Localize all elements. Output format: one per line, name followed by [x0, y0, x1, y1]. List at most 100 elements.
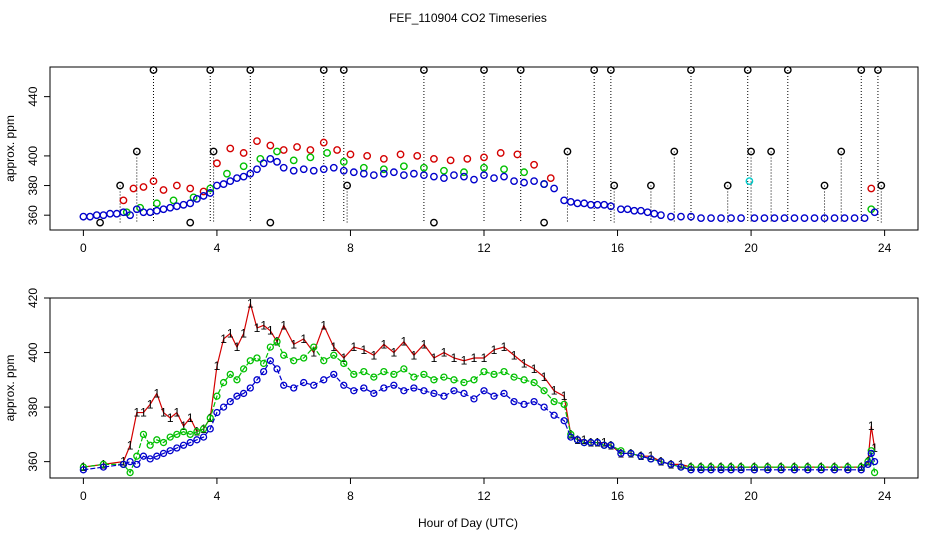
series-marker-1: 1 [491, 343, 498, 357]
data-point-black [343, 181, 352, 190]
series-marker-3 [253, 376, 261, 384]
data-point-black [319, 66, 328, 74]
data-point-black [687, 66, 695, 74]
data-point-green [500, 165, 508, 174]
series-marker-3 [687, 466, 695, 474]
data-point-blue [623, 205, 632, 214]
series-marker-1: 1 [140, 406, 147, 420]
data-point-blue [760, 214, 769, 223]
series-marker-2 [153, 436, 161, 444]
series-marker-3 [166, 447, 174, 455]
series-marker-3 [617, 449, 625, 458]
series-marker-3 [310, 381, 318, 389]
data-point-blue [409, 169, 418, 178]
data-point-black [723, 181, 732, 190]
series-marker-1: 1 [340, 351, 347, 365]
series-marker-2 [530, 378, 538, 387]
series-marker-2 [340, 359, 348, 368]
series-marker-1: 1 [240, 326, 247, 340]
data-point-blue [186, 199, 195, 208]
series-marker-3 [320, 376, 328, 384]
series-marker-2 [126, 468, 134, 477]
data-point-red [279, 146, 288, 154]
series-marker-3 [864, 460, 872, 469]
data-point-green [323, 149, 331, 157]
data-point-green [460, 168, 468, 177]
series-marker-3 [560, 417, 568, 425]
series-marker-2 [219, 378, 228, 387]
data-point-blue [146, 208, 155, 217]
series-marker-1: 1 [431, 351, 438, 365]
series-marker-2 [246, 357, 254, 365]
data-point-red [496, 149, 505, 157]
data-point-black [874, 66, 882, 74]
data-point-blue [810, 214, 819, 223]
series-marker-2 [239, 365, 248, 373]
series-marker-1: 1 [481, 351, 488, 365]
series-marker-3 [206, 425, 214, 433]
data-point-blue [369, 171, 378, 180]
data-point-black [209, 147, 218, 156]
data-point-green [206, 184, 215, 193]
series-marker-3 [273, 365, 281, 373]
series-marker-3 [350, 387, 358, 395]
data-point-black [430, 218, 438, 227]
data-point-blue [299, 165, 308, 174]
series-marker-2 [290, 357, 298, 365]
data-point-blue [126, 211, 135, 220]
data-point-black [606, 66, 615, 74]
series-marker-3 [510, 397, 518, 406]
data-point-green [420, 163, 428, 172]
series-marker-3 [390, 381, 398, 389]
series-marker-3 [857, 466, 865, 474]
data-point-blue [600, 200, 609, 209]
data-point-blue [273, 157, 281, 166]
data-point-blue [159, 205, 168, 214]
x-tick-label: 12 [477, 489, 491, 503]
series-marker-2 [727, 463, 735, 471]
data-point-blue [172, 202, 181, 211]
series-marker-3 [246, 384, 254, 392]
series-marker-2 [226, 370, 234, 379]
data-point-blue [199, 192, 208, 200]
y-tick-label: 400 [26, 342, 40, 362]
series-marker-1: 1 [561, 389, 568, 403]
series-marker-3 [119, 460, 128, 469]
series-marker-3 [540, 403, 548, 411]
series-marker-3 [657, 457, 665, 466]
series-marker-1: 1 [658, 455, 665, 469]
series-marker-3 [587, 438, 595, 447]
data-point-green [306, 153, 315, 162]
data-point-green [520, 168, 528, 177]
data-point-blue [239, 172, 248, 181]
series-marker-2 [300, 354, 308, 362]
series-marker-3 [239, 389, 248, 398]
series-marker-1: 1 [871, 441, 878, 455]
series-marker-1: 1 [247, 296, 254, 310]
series-marker-2 [370, 373, 378, 381]
series-marker-3 [420, 387, 428, 395]
data-point-blue [560, 196, 569, 205]
data-point-black [837, 147, 846, 156]
data-point-red [546, 174, 555, 183]
series-marker-1: 1 [267, 324, 274, 338]
series-marker-1: 1 [160, 406, 167, 420]
data-point-blue [440, 174, 448, 183]
data-point-blue [399, 171, 408, 180]
data-point-blue [329, 163, 338, 172]
data-point-blue [349, 168, 358, 177]
data-point-black [563, 147, 572, 156]
series-marker-3 [870, 457, 879, 466]
series-marker-3 [440, 392, 448, 400]
series-marker-1: 1 [310, 346, 317, 360]
series-marker-3 [126, 457, 134, 466]
data-point-red [129, 184, 138, 193]
series-marker-3 [330, 370, 338, 379]
series-marker-1: 1 [234, 340, 241, 354]
data-point-red [413, 152, 422, 160]
data-point-blue [800, 214, 809, 223]
series-marker-3 [607, 441, 615, 449]
series-marker-3 [400, 387, 408, 395]
data-point-blue [226, 177, 235, 186]
series-marker-3 [777, 466, 785, 474]
